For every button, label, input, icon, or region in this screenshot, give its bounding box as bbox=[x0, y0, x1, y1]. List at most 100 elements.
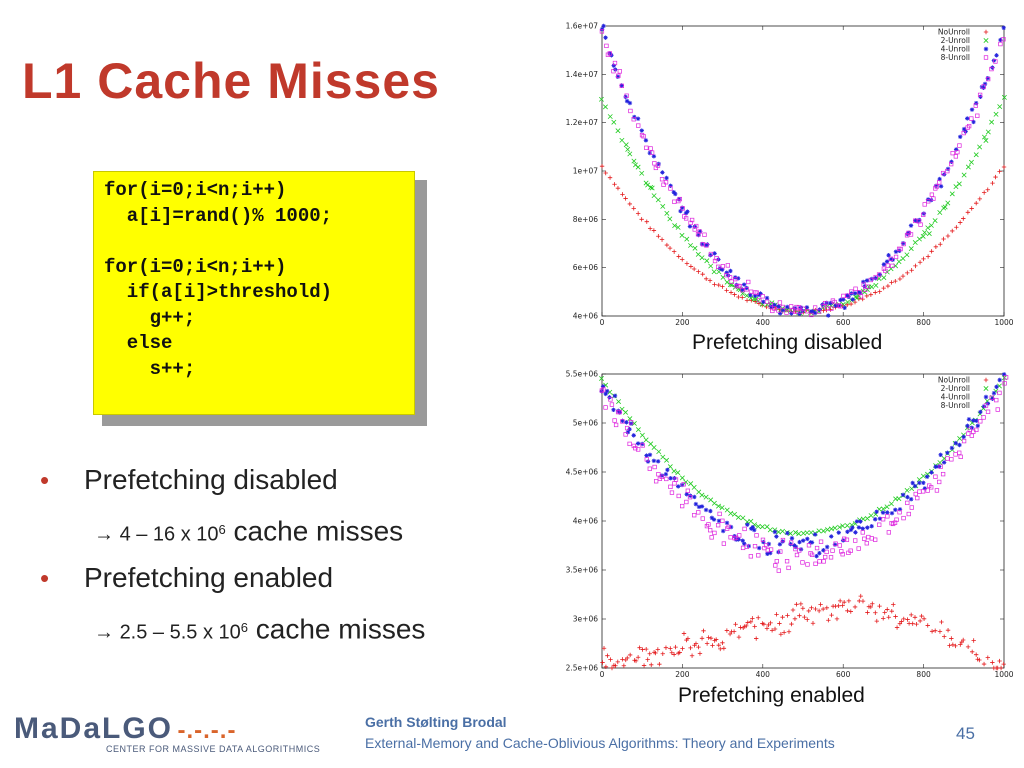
data-point bbox=[868, 292, 874, 297]
data-point bbox=[840, 523, 846, 529]
data-point bbox=[691, 266, 697, 272]
data-point bbox=[893, 614, 898, 619]
data-point bbox=[977, 144, 983, 150]
data-point bbox=[677, 196, 682, 202]
data-point bbox=[922, 229, 928, 235]
data-point bbox=[974, 200, 979, 206]
x-tick-label: 800 bbox=[916, 670, 931, 679]
data-point bbox=[624, 420, 629, 425]
data-point bbox=[710, 643, 715, 648]
data-point bbox=[644, 457, 649, 462]
data-point bbox=[631, 158, 637, 164]
data-point bbox=[692, 245, 698, 251]
data-point bbox=[601, 387, 606, 392]
data-point bbox=[607, 175, 613, 180]
data-point bbox=[729, 279, 734, 284]
data-point bbox=[704, 258, 710, 264]
data-point bbox=[724, 272, 729, 278]
data-point bbox=[955, 149, 960, 155]
data-point bbox=[780, 528, 786, 534]
data-point bbox=[736, 537, 741, 542]
data-point bbox=[977, 657, 982, 663]
data-point bbox=[929, 485, 934, 490]
data-point bbox=[645, 182, 651, 188]
data-point bbox=[603, 405, 608, 410]
data-point bbox=[599, 27, 605, 32]
data-point bbox=[805, 617, 810, 622]
data-point bbox=[635, 427, 641, 433]
data-point bbox=[647, 150, 652, 156]
data-point bbox=[882, 610, 887, 615]
data-point bbox=[925, 623, 930, 628]
data-point bbox=[761, 621, 767, 627]
data-point bbox=[624, 93, 629, 98]
data-point bbox=[699, 504, 705, 509]
data-point bbox=[769, 628, 775, 633]
data-point bbox=[794, 552, 800, 558]
data-point bbox=[905, 500, 910, 506]
data-point bbox=[754, 533, 759, 538]
data-point bbox=[861, 279, 866, 285]
data-point bbox=[857, 290, 862, 295]
data-point bbox=[1001, 661, 1006, 667]
data-point bbox=[971, 119, 976, 125]
code-line: for(i=0;i<n;i++) bbox=[104, 255, 287, 278]
data-point bbox=[880, 510, 886, 515]
data-point bbox=[724, 288, 729, 293]
data-point bbox=[613, 422, 619, 428]
data-point bbox=[916, 477, 922, 483]
data-point bbox=[877, 272, 883, 277]
data-point bbox=[619, 137, 625, 143]
data-point bbox=[837, 598, 843, 604]
data-point bbox=[672, 476, 677, 481]
data-point bbox=[860, 598, 866, 604]
data-point bbox=[941, 236, 946, 242]
data-point bbox=[869, 284, 875, 290]
data-point bbox=[868, 277, 873, 283]
data-point bbox=[926, 199, 931, 204]
y-tick-label: 2.5e+06 bbox=[566, 664, 599, 673]
data-point bbox=[989, 66, 994, 72]
data-point bbox=[965, 116, 970, 121]
data-point bbox=[958, 134, 963, 140]
data-point bbox=[877, 289, 882, 294]
data-point bbox=[877, 603, 882, 609]
code-line bbox=[104, 229, 414, 255]
data-point bbox=[812, 310, 818, 316]
data-point bbox=[720, 518, 725, 523]
data-point bbox=[844, 523, 850, 529]
data-point bbox=[665, 467, 670, 473]
data-point bbox=[820, 606, 826, 612]
data-point bbox=[628, 108, 633, 114]
data-point bbox=[997, 658, 1002, 664]
author-name: Gerth Stølting Brodal bbox=[365, 714, 507, 730]
data-point bbox=[932, 218, 938, 224]
data-point bbox=[669, 650, 675, 655]
series-NoUnroll bbox=[600, 593, 1006, 671]
data-point bbox=[983, 55, 989, 60]
data-point bbox=[744, 298, 750, 303]
data-point bbox=[679, 232, 685, 238]
data-point bbox=[958, 454, 963, 459]
data-point bbox=[929, 629, 935, 634]
data-point bbox=[772, 302, 777, 308]
data-point bbox=[938, 464, 943, 469]
data-point bbox=[897, 507, 903, 512]
data-point bbox=[985, 655, 991, 660]
legend-label: NoUnroll bbox=[938, 376, 970, 385]
madalgo-logo: MaDaLGO -.-.-.- CENTER FOR MASSIVE DATA … bbox=[14, 712, 320, 754]
data-point bbox=[603, 170, 608, 176]
data-point bbox=[608, 657, 613, 662]
data-point bbox=[917, 480, 922, 486]
data-point bbox=[985, 409, 991, 414]
data-point bbox=[764, 543, 769, 548]
data-point bbox=[845, 293, 850, 298]
data-point bbox=[932, 628, 938, 633]
data-point bbox=[813, 561, 818, 566]
data-point bbox=[703, 507, 709, 513]
data-point bbox=[671, 652, 677, 657]
data-point bbox=[639, 170, 645, 176]
code-line: s++; bbox=[104, 357, 196, 380]
data-point bbox=[620, 418, 625, 424]
data-point bbox=[945, 200, 951, 206]
